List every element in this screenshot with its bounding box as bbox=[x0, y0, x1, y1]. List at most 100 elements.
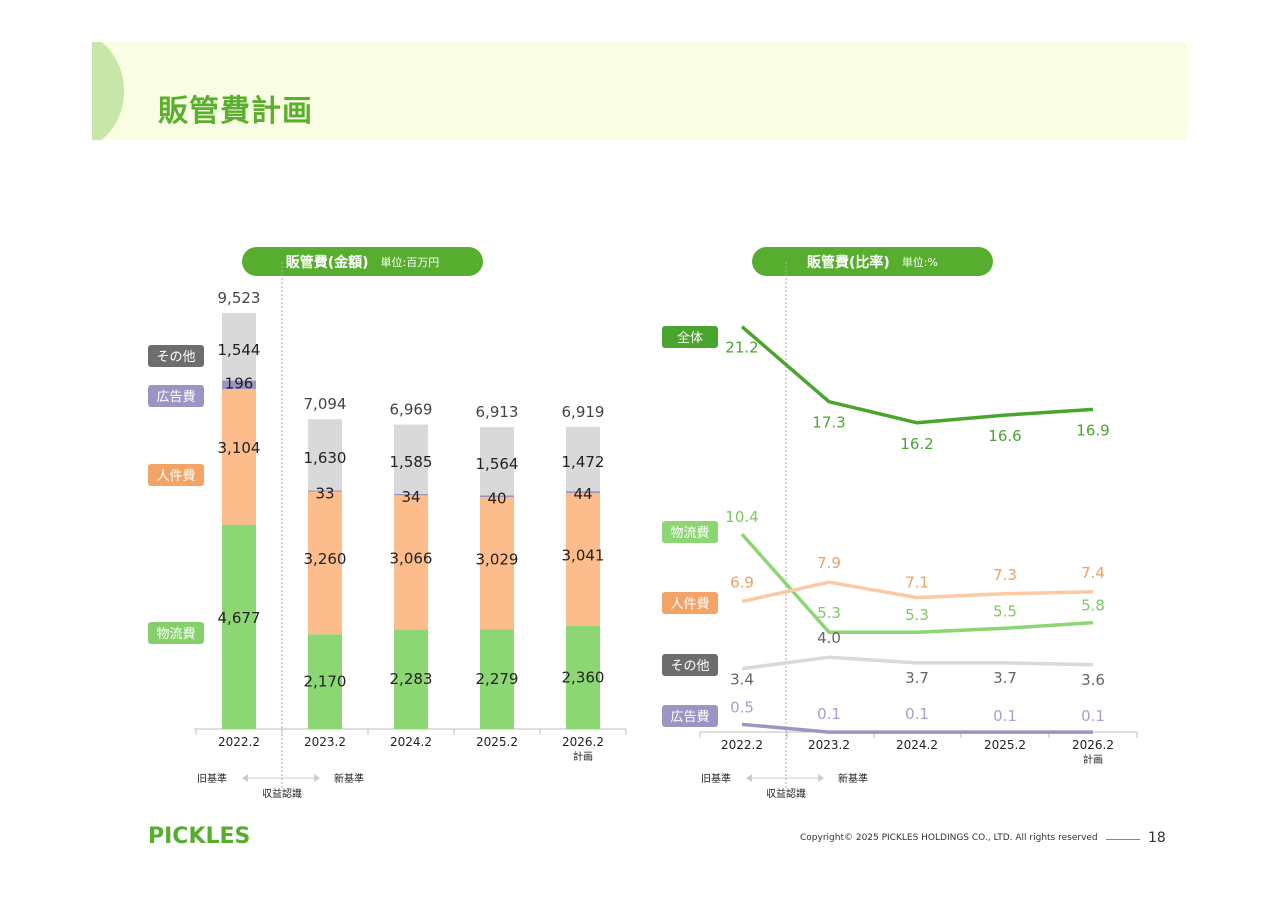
line-label-logistics-2022.2: 10.4 bbox=[725, 508, 758, 526]
line-label-logistics-2023.2: 5.3 bbox=[817, 604, 841, 622]
page-number: 18 bbox=[1148, 830, 1166, 846]
legend-ratio-personnel-label: 人件費 bbox=[670, 597, 709, 612]
bar-label-other-2025.2: 1,564 bbox=[476, 455, 519, 473]
line-label-personnel-2022.2: 6.9 bbox=[730, 573, 754, 591]
bar-label-advertising-2022.2: 196 bbox=[225, 375, 254, 393]
bar-total-2025.2: 6,913 bbox=[476, 403, 519, 421]
bar-advertising-2024.2 bbox=[394, 493, 428, 496]
bar-total-2024.2: 6,969 bbox=[390, 401, 433, 419]
line-label-advertising-2026.2: 0.1 bbox=[1081, 707, 1105, 725]
line-logistics bbox=[740, 533, 1094, 634]
line-label-advertising-2023.2: 0.1 bbox=[817, 705, 841, 723]
line-label-total-2023.2: 17.3 bbox=[812, 414, 845, 432]
bar-other-2022.2 bbox=[222, 313, 256, 381]
line-label-total-2024.2: 16.2 bbox=[900, 435, 933, 453]
pickles-logo: PICKLES bbox=[148, 824, 251, 849]
bar-other-2025.2 bbox=[480, 427, 514, 496]
ratio-x-label-2025.2: 2025.2 bbox=[984, 738, 1026, 752]
bar-other-2023.2 bbox=[308, 419, 342, 491]
ratio-new-basis: 新基準 bbox=[838, 772, 868, 785]
bar-advertising-2022.2 bbox=[222, 380, 256, 390]
legend-amount-other-label: その他 bbox=[156, 350, 195, 365]
bar-label-advertising-2024.2: 34 bbox=[401, 488, 420, 506]
ratio-x-label-2024.2: 2024.2 bbox=[896, 738, 938, 752]
amount-chart-title: 販管費(金額) bbox=[285, 254, 369, 271]
line-label-logistics-2026.2: 5.8 bbox=[1081, 597, 1105, 615]
bar-logistics-2024.2 bbox=[394, 629, 428, 729]
legend-ratio-advertising-label: 広告費 bbox=[670, 710, 709, 725]
legend-ratio-total-badge bbox=[662, 326, 718, 348]
line-label-other-2023.2: 4.0 bbox=[817, 629, 841, 647]
legend-amount-personnel-label: 人件費 bbox=[156, 469, 195, 484]
legend-amount-other-badge bbox=[148, 345, 204, 367]
bar-total-2022.2: 9,523 bbox=[218, 289, 261, 307]
ratio-chart-title: 販管費(比率) bbox=[807, 254, 890, 271]
bar-label-logistics-2024.2: 2,283 bbox=[390, 670, 433, 688]
amount-x-sublabel-2026.2: 計画 bbox=[573, 750, 593, 763]
amount-x-label-2024.2: 2024.2 bbox=[390, 735, 432, 749]
line-label-total-2026.2: 16.9 bbox=[1076, 421, 1109, 439]
bar-label-other-2026.2: 1,472 bbox=[562, 453, 605, 471]
bar-total-2026.2: 6,919 bbox=[562, 403, 605, 421]
legend-ratio-other-label: その他 bbox=[670, 659, 709, 674]
bar-personnel-2024.2 bbox=[394, 495, 428, 630]
bar-label-personnel-2025.2: 3,029 bbox=[476, 550, 519, 568]
line-advertising bbox=[741, 722, 1093, 734]
line-label-other-2026.2: 3.6 bbox=[1081, 671, 1105, 689]
amount-new-basis: 新基準 bbox=[334, 772, 364, 785]
bar-label-personnel-2022.2: 3,104 bbox=[218, 439, 261, 457]
ratio-x-label-2022.2: 2022.2 bbox=[721, 738, 763, 752]
ratio-old-basis: 旧基準 bbox=[701, 772, 731, 785]
ratio-revenue-recognition: 収益認識 bbox=[766, 787, 806, 800]
bar-label-other-2022.2: 1,544 bbox=[218, 341, 261, 359]
amount-arrow-right bbox=[314, 774, 320, 782]
line-label-personnel-2025.2: 7.3 bbox=[993, 566, 1017, 584]
legend-ratio-personnel-badge bbox=[662, 592, 718, 614]
bar-label-personnel-2026.2: 3,041 bbox=[562, 546, 605, 564]
ratio-chart-unit: 単位:% bbox=[901, 255, 938, 269]
ratio-x-label-2023.2: 2023.2 bbox=[808, 738, 850, 752]
footer-rule bbox=[1106, 839, 1140, 840]
legend-amount-personnel-badge bbox=[148, 464, 204, 486]
bar-label-logistics-2023.2: 2,170 bbox=[304, 673, 347, 691]
legend-ratio-logistics-badge bbox=[662, 521, 718, 543]
bar-total-2023.2: 7,094 bbox=[304, 395, 347, 413]
ratio-chart-title-pill: 販管費(比率) 単位:% bbox=[752, 247, 993, 276]
bar-logistics-2026.2 bbox=[566, 625, 600, 729]
legend-amount-logistics-label: 物流費 bbox=[156, 627, 195, 642]
bar-other-2026.2 bbox=[566, 426, 600, 492]
legend-ratio-logistics-label: 物流費 bbox=[670, 526, 709, 541]
bar-personnel-2022.2 bbox=[222, 389, 256, 525]
line-total bbox=[740, 325, 1094, 425]
line-other bbox=[741, 655, 1094, 671]
line-label-other-2025.2: 3.7 bbox=[993, 669, 1017, 687]
amount-x-label-2026.2: 2026.2 bbox=[562, 735, 604, 749]
legend-amount-logistics-badge bbox=[148, 622, 204, 644]
bar-advertising-2026.2 bbox=[566, 491, 600, 494]
line-label-personnel-2023.2: 7.9 bbox=[817, 554, 841, 572]
header-band bbox=[92, 42, 1187, 140]
line-label-total-2025.2: 16.6 bbox=[988, 427, 1021, 445]
bar-label-advertising-2025.2: 40 bbox=[487, 489, 506, 507]
bar-label-personnel-2024.2: 3,066 bbox=[390, 549, 433, 567]
line-label-personnel-2026.2: 7.4 bbox=[1081, 564, 1105, 582]
bar-label-advertising-2026.2: 44 bbox=[573, 485, 592, 503]
ratio-arrow-right bbox=[818, 774, 824, 782]
bar-personnel-2025.2 bbox=[480, 497, 514, 630]
bar-advertising-2023.2 bbox=[308, 490, 342, 492]
line-label-other-2022.2: 3.4 bbox=[730, 671, 754, 689]
legend-ratio-other-badge bbox=[662, 654, 718, 676]
amount-old-basis: 旧基準 bbox=[197, 772, 227, 785]
amount-x-label-2023.2: 2023.2 bbox=[304, 735, 346, 749]
line-label-personnel-2024.2: 7.1 bbox=[905, 574, 929, 592]
amount-x-label-2022.2: 2022.2 bbox=[218, 735, 260, 749]
bar-advertising-2025.2 bbox=[480, 495, 514, 498]
bar-logistics-2025.2 bbox=[480, 629, 514, 729]
ratio-x-sublabel-2026.2: 計画 bbox=[1083, 753, 1103, 766]
line-label-advertising-2025.2: 0.1 bbox=[993, 707, 1017, 725]
bar-logistics-2023.2 bbox=[308, 634, 342, 729]
page-title: 販管費計画 bbox=[158, 94, 313, 129]
amount-x-label-2025.2: 2025.2 bbox=[476, 735, 518, 749]
line-label-logistics-2024.2: 5.3 bbox=[905, 606, 929, 624]
